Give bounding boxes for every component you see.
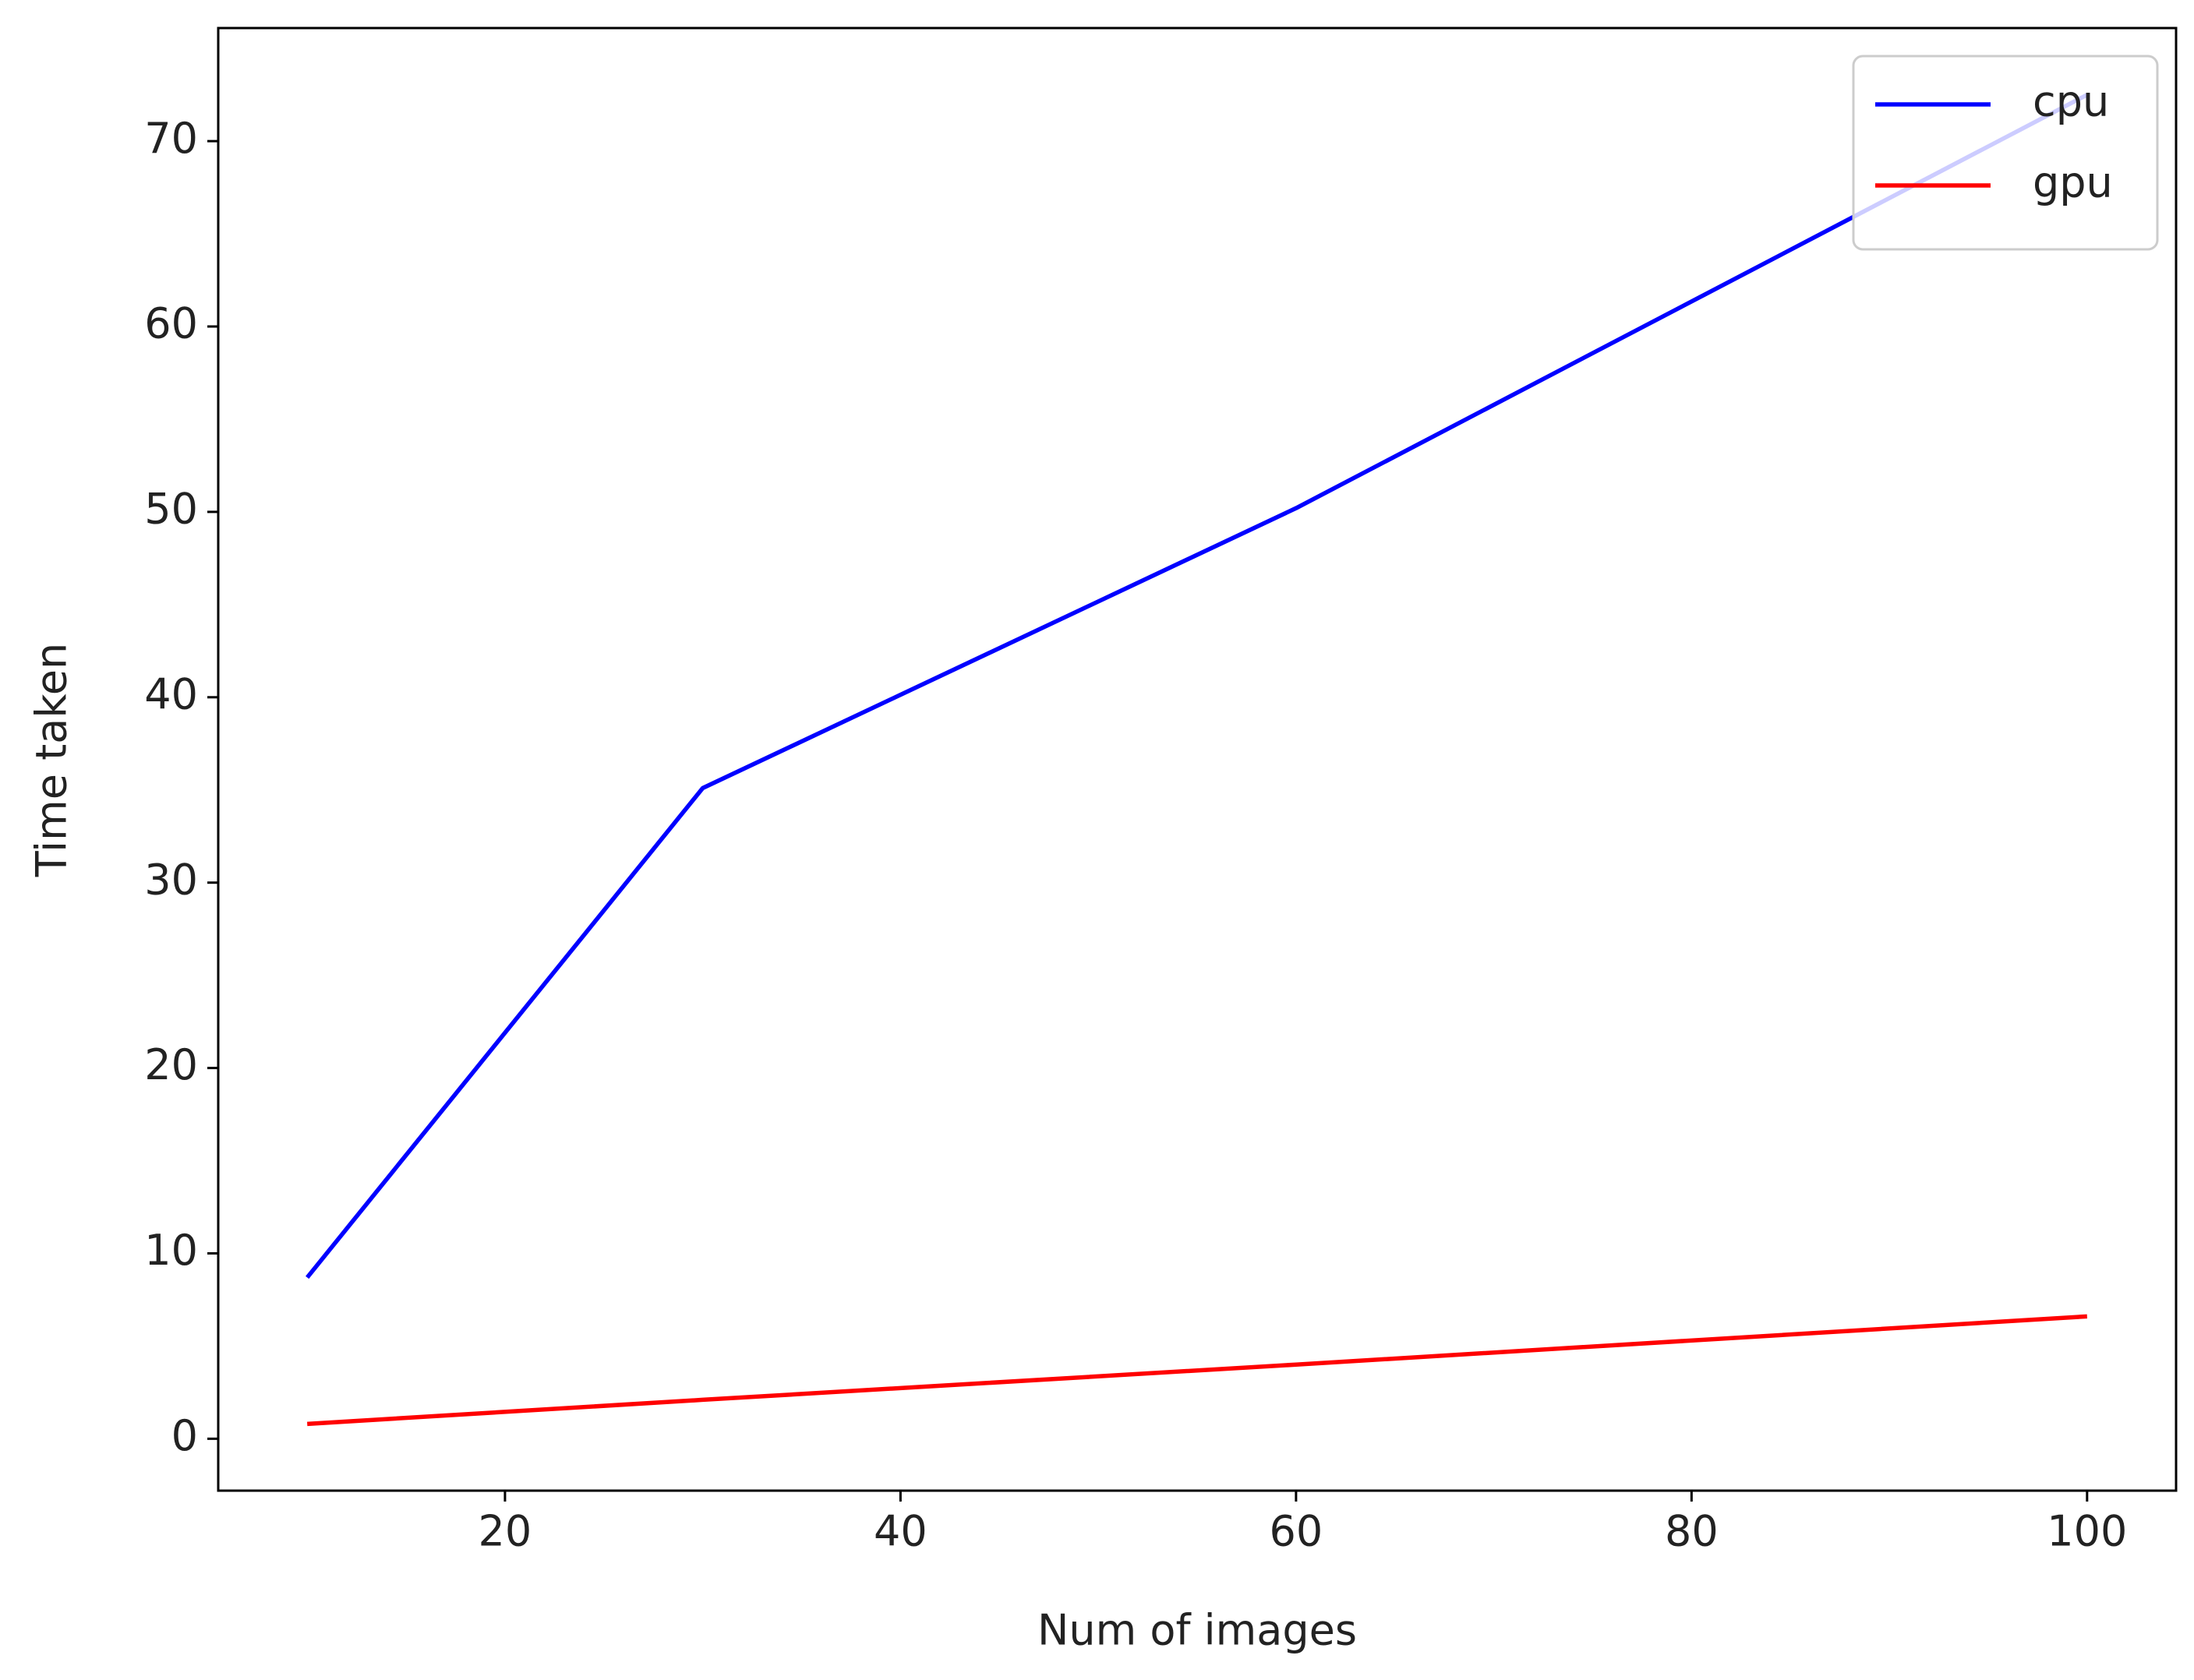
- legend-label: cpu: [2033, 77, 2109, 126]
- x-axis-label: Num of images: [1037, 1606, 1357, 1655]
- y-tick-label: 60: [144, 299, 198, 348]
- x-tick-label: 80: [1665, 1507, 1719, 1556]
- series-line: [307, 1314, 2087, 1427]
- y-tick-label: 70: [144, 114, 198, 163]
- y-tick-label: 40: [144, 669, 198, 718]
- plot-frame: [217, 26, 2178, 1492]
- y-tick-label: 30: [144, 855, 198, 904]
- y-tick-label: 10: [144, 1226, 198, 1275]
- legend-label: gpu: [2033, 158, 2113, 207]
- x-tick-label: 40: [874, 1507, 927, 1556]
- x-tick-label: 100: [2047, 1507, 2127, 1556]
- series-line: [306, 93, 2089, 1279]
- x-tick-label: 20: [479, 1507, 532, 1556]
- y-tick-label: 20: [144, 1040, 198, 1089]
- x-tick-label: 60: [1270, 1507, 1323, 1556]
- legend-box: [1852, 55, 2159, 251]
- y-tick-label: 50: [144, 485, 198, 534]
- y-axis-label: Time taken: [27, 643, 76, 877]
- y-tick-label: 0: [171, 1411, 198, 1460]
